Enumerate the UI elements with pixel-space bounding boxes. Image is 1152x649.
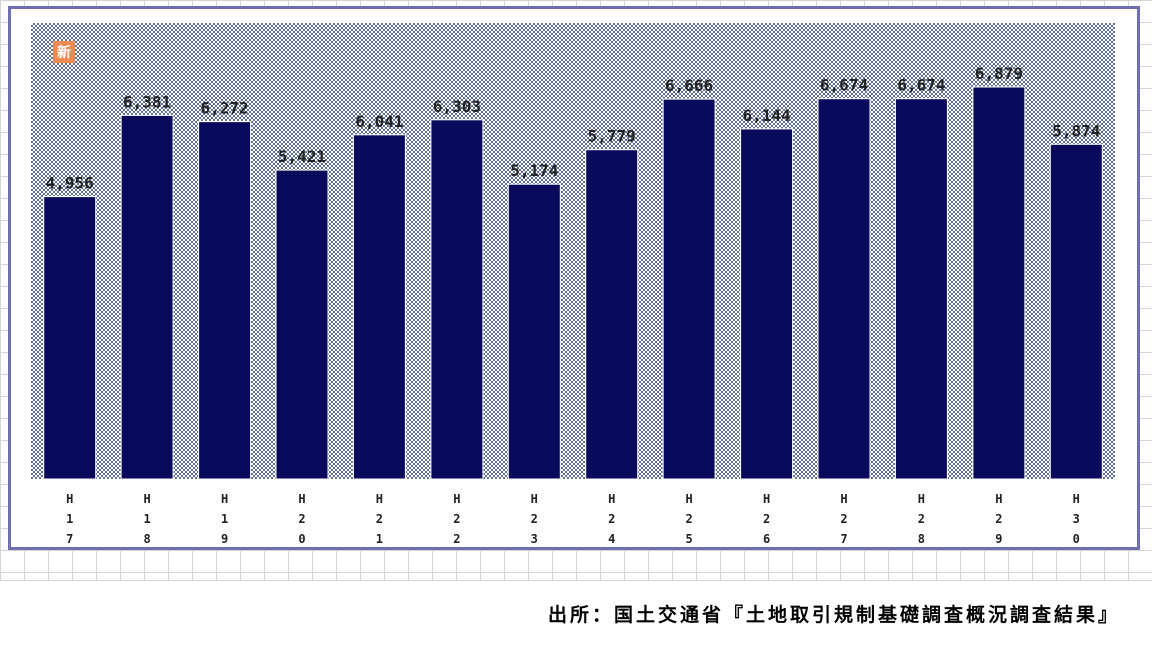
x-tick-label-H28-1: 2 (918, 512, 925, 526)
bars-group (43, 86, 1103, 480)
bar-H21 (352, 134, 406, 480)
x-tick-label-H28-2: 8 (918, 532, 925, 546)
value-label-H19: 6,272 (201, 99, 249, 118)
value-label-H21: 6,041 (355, 112, 403, 131)
x-tick-label-H18-1: 1 (143, 512, 150, 526)
bar-H26 (740, 128, 794, 480)
x-tick-label-H20-0: H (298, 492, 305, 506)
value-labels-group: 4,956 6,381 6,272 5,421 6,041 6,303 5,174 5,779… (46, 64, 1101, 193)
x-tick-label-H30-2: 0 (1073, 532, 1080, 546)
x-ticks-group: H 1 7 H 1 8 H 1 9 H 2 0 H 2 1 H 2 2 H 2 3 H 2 4 H 2 5 H 2 6 H 2 7 H 2 8 H 2 9 H… (66, 492, 1080, 546)
bar-H30 (1049, 143, 1103, 480)
x-tick-label-H26-2: 6 (763, 532, 770, 546)
x-tick-label-H25-0: H (685, 492, 692, 506)
bar-H24 (585, 149, 639, 480)
x-tick-label-H17-1: 1 (66, 512, 73, 526)
x-tick-label-H21-0: H (376, 492, 383, 506)
x-tick-label-H26-0: H (763, 492, 770, 506)
x-tick-label-H20-1: 2 (298, 512, 305, 526)
plot-area (31, 23, 1115, 479)
value-label-H24: 5,779 (588, 127, 636, 146)
bar-chart: 4,956 6,381 6,272 5,421 6,041 6,303 5,174 5,779… (31, 23, 1115, 546)
x-tick-label-H25-1: 2 (685, 512, 692, 526)
x-tick-label-H22-0: H (453, 492, 460, 506)
bar-H28 (894, 98, 948, 480)
x-tick-label-H29-0: H (995, 492, 1002, 506)
x-tick-label-H23-1: 2 (531, 512, 538, 526)
chart-frame: 4,956 6,381 6,272 5,421 6,041 6,303 5,174 5,779… (8, 6, 1140, 550)
value-label-H18: 6,381 (123, 92, 171, 111)
x-tick-label-H30-1: 3 (1073, 512, 1080, 526)
bar-H29 (972, 86, 1026, 480)
value-label-H26: 6,144 (743, 106, 791, 125)
x-tick-label-H23-0: H (531, 492, 538, 506)
x-tick-label-H18-0: H (143, 492, 150, 506)
x-tick-label-H22-2: 2 (453, 532, 460, 546)
bar-H22 (430, 119, 484, 480)
value-label-H20: 5,421 (278, 147, 326, 166)
value-label-H22: 6,303 (433, 97, 481, 116)
x-tick-label-H30-0: H (1073, 492, 1080, 506)
value-label-H25: 6,666 (665, 76, 713, 95)
bar-H23 (507, 183, 561, 480)
source-citation: 出所：国土交通省『土地取引規制基礎調査概況調査結果』 (543, 598, 1124, 629)
new-badge: 新 (53, 41, 75, 63)
x-tick-label-H17-0: H (66, 492, 73, 506)
x-tick-label-H24-0: H (608, 492, 615, 506)
x-tick-label-H25-2: 5 (685, 532, 692, 546)
value-label-H17: 4,956 (46, 174, 94, 193)
value-label-H29: 6,879 (975, 64, 1023, 83)
x-tick-label-H27-2: 7 (840, 532, 847, 546)
x-tick-label-H24-2: 4 (608, 532, 615, 546)
x-tick-label-H27-0: H (840, 492, 847, 506)
x-tick-label-H18-2: 8 (143, 532, 150, 546)
x-tick-label-H29-2: 9 (995, 532, 1002, 546)
x-tick-label-H29-1: 2 (995, 512, 1002, 526)
bar-H25 (662, 98, 716, 480)
x-tick-label-H21-1: 2 (376, 512, 383, 526)
x-tick-label-H19-1: 1 (221, 512, 228, 526)
x-tick-label-H23-2: 3 (531, 532, 538, 546)
bar-H27 (817, 98, 871, 480)
bar-H20 (275, 169, 329, 480)
x-tick-label-H20-2: 0 (298, 532, 305, 546)
value-label-H27: 6,674 (820, 76, 868, 95)
bar-H18 (120, 114, 174, 480)
x-tick-label-H19-0: H (221, 492, 228, 506)
x-tick-label-H17-2: 7 (66, 532, 73, 546)
value-label-H23: 5,174 (510, 161, 558, 180)
x-tick-label-H27-1: 2 (840, 512, 847, 526)
x-tick-label-H24-1: 2 (608, 512, 615, 526)
x-tick-label-H28-0: H (918, 492, 925, 506)
value-label-H30: 5,874 (1052, 121, 1100, 140)
x-tick-label-H26-1: 2 (763, 512, 770, 526)
x-tick-label-H21-2: 1 (376, 532, 383, 546)
x-tick-label-H19-2: 9 (221, 532, 228, 546)
x-tick-label-H22-1: 2 (453, 512, 460, 526)
bar-H19 (198, 121, 252, 480)
bar-H17 (43, 196, 97, 480)
value-label-H28: 6,674 (897, 76, 945, 95)
